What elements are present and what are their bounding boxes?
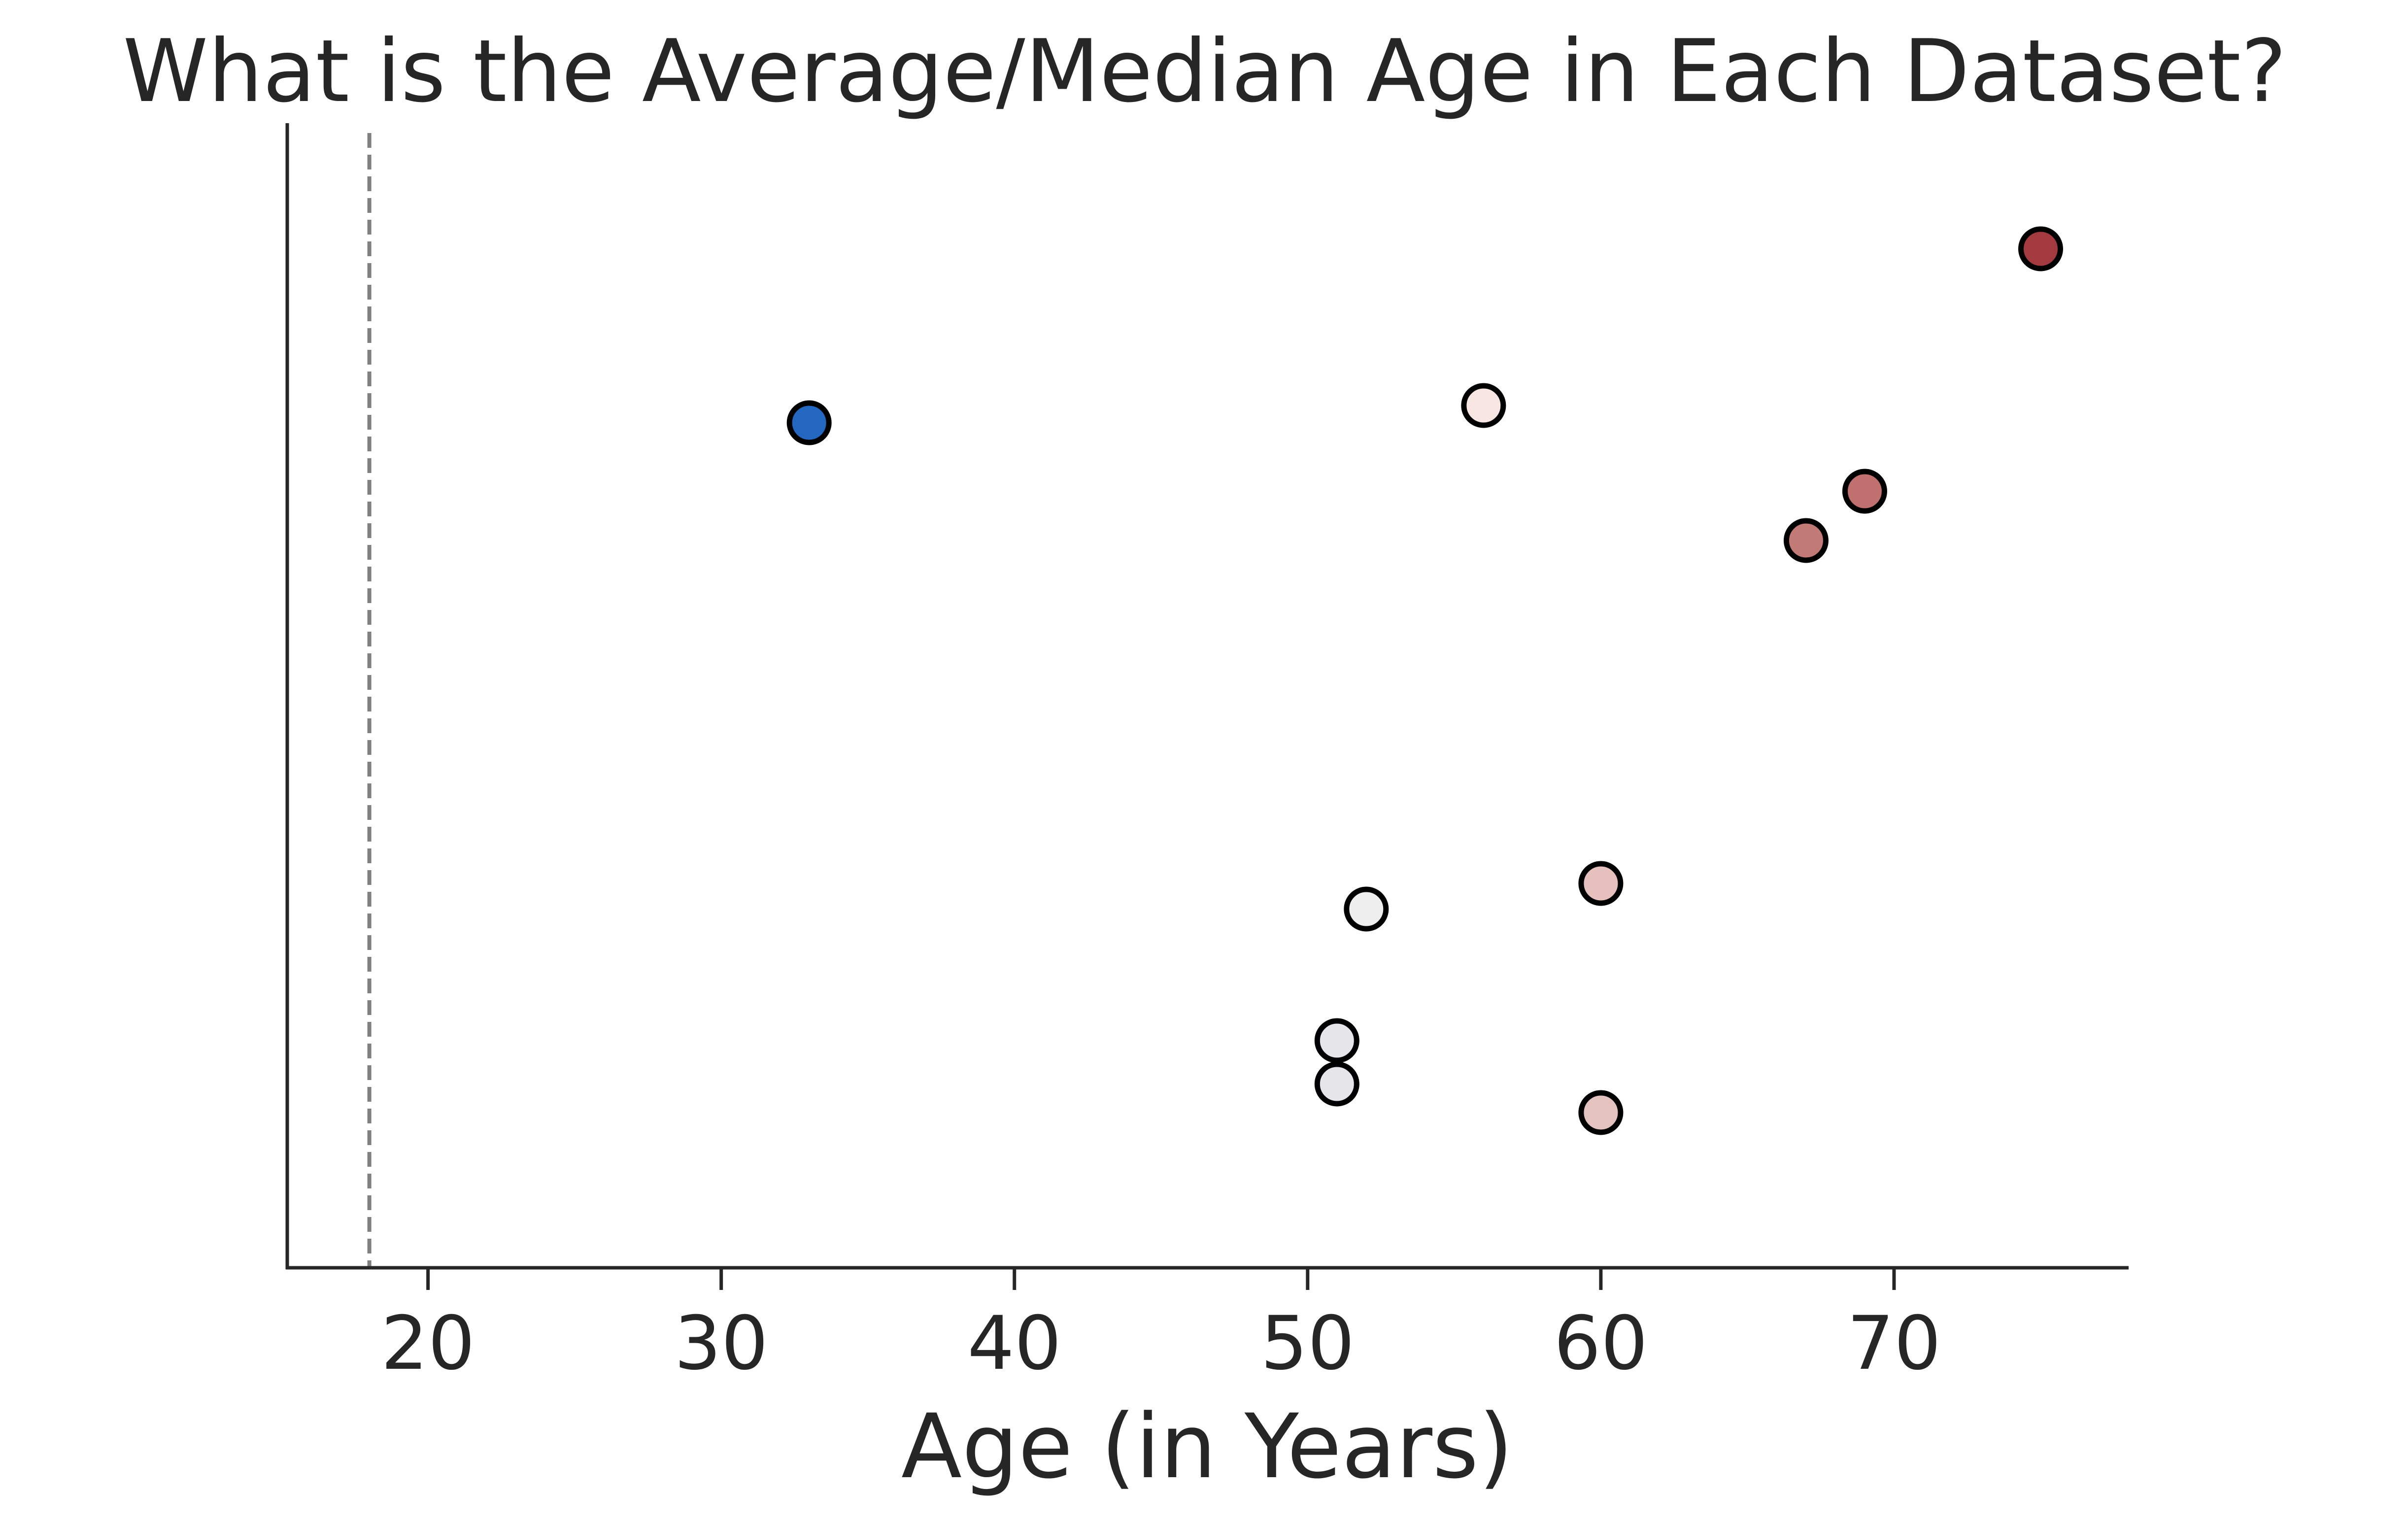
data-point bbox=[1842, 469, 1887, 514]
x-tick-label: 20 bbox=[381, 1301, 475, 1387]
x-tick-label: 40 bbox=[967, 1301, 1061, 1387]
x-tick-label: 50 bbox=[1260, 1301, 1355, 1387]
data-point bbox=[1783, 518, 1829, 563]
data-point bbox=[1344, 886, 1389, 932]
data-point bbox=[786, 400, 832, 445]
x-tick-label: 70 bbox=[1847, 1301, 1941, 1387]
data-point bbox=[1578, 1090, 1624, 1135]
data-point bbox=[1314, 1018, 1359, 1063]
chart-title: What is the Average/Median Age in Each D… bbox=[123, 22, 2286, 122]
data-points bbox=[786, 226, 2063, 1135]
data-point bbox=[1461, 383, 1506, 428]
x-ticks: 20 30 40 50 60 70 bbox=[381, 1268, 1941, 1387]
data-point bbox=[1578, 861, 1624, 906]
x-tick-label: 30 bbox=[674, 1301, 768, 1387]
x-tick-label: 60 bbox=[1554, 1301, 1648, 1387]
data-point bbox=[1314, 1061, 1359, 1107]
x-axis-label: Age (in Years) bbox=[901, 1395, 1513, 1498]
data-point bbox=[2018, 226, 2063, 271]
